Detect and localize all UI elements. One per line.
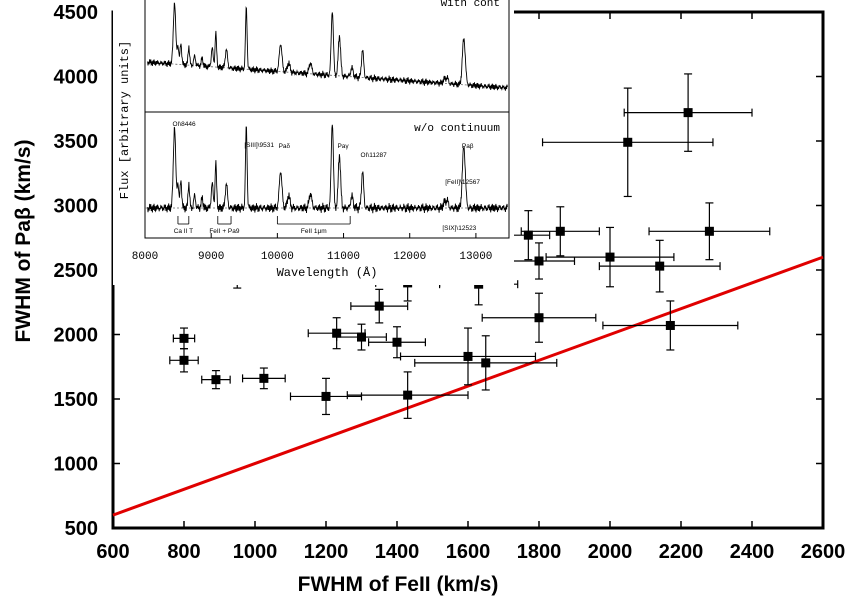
x-tick-label: 1000	[233, 541, 278, 563]
data-point	[623, 73, 753, 152]
x-tick-label: 2600	[801, 541, 846, 563]
inset-line-label: Paβ	[462, 143, 474, 150]
data-points	[169, 73, 771, 419]
data-point	[541, 87, 714, 198]
x-tick-label: 1600	[446, 541, 491, 563]
point-marker	[555, 226, 565, 236]
x-tick-label: 2200	[659, 541, 704, 563]
inset-line-label: [SIX]\12523	[442, 225, 476, 232]
data-point	[648, 202, 771, 261]
data-point	[169, 348, 199, 373]
inset-band-label: Ca II T	[174, 228, 193, 235]
inset-line-label: Paγ	[337, 143, 349, 150]
inset-bottom-panel-label: w/o continuum	[414, 123, 500, 135]
inset-band-label: FeII + Pa9	[209, 228, 240, 235]
x-tick-label: 600	[96, 541, 129, 563]
point-marker	[683, 108, 693, 118]
point-marker	[403, 390, 413, 400]
point-marker	[534, 313, 544, 323]
inset-line-label: OI\8446	[173, 121, 197, 128]
data-point	[520, 206, 600, 257]
inset-x-tick-label: 8000	[132, 251, 158, 263]
inset-spectrum-without-continuum	[147, 124, 508, 214]
inset-top-panel-label: with cont	[441, 0, 500, 10]
main-plot: 600 800 1000 1200 1400 1600 1800 2000 2200 2400 26…	[54, 2, 846, 563]
data-point	[172, 327, 196, 350]
inset-x-axis-label: Wavelength (Å)	[277, 265, 378, 280]
x-tick-label: 2400	[730, 541, 775, 563]
y-tick-label: 3500	[54, 131, 99, 153]
inset-line-label: OI\11287	[361, 152, 388, 159]
inset-line-label: Paδ	[279, 143, 291, 150]
point-marker	[374, 301, 384, 311]
point-marker	[605, 252, 615, 262]
point-marker	[463, 351, 473, 361]
x-tick-label: 2000	[588, 541, 633, 563]
point-marker	[704, 226, 714, 236]
inset-x-tick-label: 12000	[393, 251, 426, 263]
data-point	[201, 370, 231, 390]
y-tick-label: 2500	[54, 260, 99, 282]
x-tick-label: 1800	[517, 541, 562, 563]
point-marker	[179, 355, 189, 365]
point-marker	[623, 137, 633, 147]
point-marker	[665, 320, 675, 330]
x-tick-label: 1200	[304, 541, 349, 563]
point-marker	[357, 332, 366, 342]
point-marker	[321, 391, 331, 401]
x-axis-label: FWHM of FeII (km/s)	[298, 573, 499, 596]
fit-line	[112, 255, 824, 517]
point-marker	[534, 256, 544, 266]
inset-spectrum-with-continuum	[147, 2, 508, 91]
point-marker	[179, 333, 189, 343]
point-marker	[655, 261, 665, 271]
inset-line-label: [FeII]\12567	[445, 179, 480, 186]
y-tick-label: 1000	[54, 454, 99, 476]
point-marker	[259, 373, 269, 383]
x-ticks: 600 800 1000 1200 1400 1600 1800 2000 2200 2400 26…	[96, 12, 845, 563]
point-marker	[481, 358, 491, 368]
y-tick-label: 4000	[54, 67, 99, 89]
inset-x-tick-label: 11000	[327, 251, 360, 263]
y-tick-label: 2000	[54, 325, 99, 347]
inset-x-tick-label: 9000	[198, 251, 224, 263]
data-point	[506, 210, 551, 261]
one-to-one-line	[112, 255, 824, 517]
data-point	[346, 371, 469, 419]
x-tick-label: 1400	[375, 541, 420, 563]
data-point	[368, 326, 426, 359]
y-ticks: 500 1000 1500 2000 2500 3000 3500 4000 4500	[54, 2, 823, 540]
data-point	[481, 292, 597, 343]
inset-frame	[144, 0, 510, 239]
inset-y-axis-label: Flux [arbitrary units]	[118, 41, 132, 199]
y-tick-label: 500	[65, 518, 98, 540]
x-tick-label: 800	[167, 541, 200, 563]
data-point	[502, 242, 576, 280]
data-point	[414, 335, 558, 391]
data-point	[350, 288, 409, 324]
point-marker	[392, 337, 402, 347]
inset-line-label: [SIII]\9531	[244, 142, 274, 149]
data-point	[289, 377, 363, 416]
data-point	[598, 239, 721, 293]
data-point	[241, 367, 286, 390]
inset-x-tick-label: 13000	[459, 251, 492, 263]
data-point	[602, 300, 739, 351]
data-point	[399, 327, 537, 386]
point-marker	[211, 375, 221, 385]
inset-spectrum-plot: 8000 9000 10000 11000 12000 13000 Wavelength (…	[113, 0, 514, 285]
y-axis-label: FWHM of Paβ (km/s)	[12, 140, 35, 343]
y-tick-label: 4500	[54, 2, 99, 24]
point-marker	[523, 230, 533, 240]
y-tick-label: 3000	[54, 196, 99, 218]
data-point	[545, 226, 675, 288]
data-point	[336, 323, 387, 351]
y-tick-label: 1500	[54, 389, 99, 411]
inset-band-label: FeII 1μm	[301, 228, 327, 235]
inset-x-tick-label: 10000	[261, 251, 294, 263]
